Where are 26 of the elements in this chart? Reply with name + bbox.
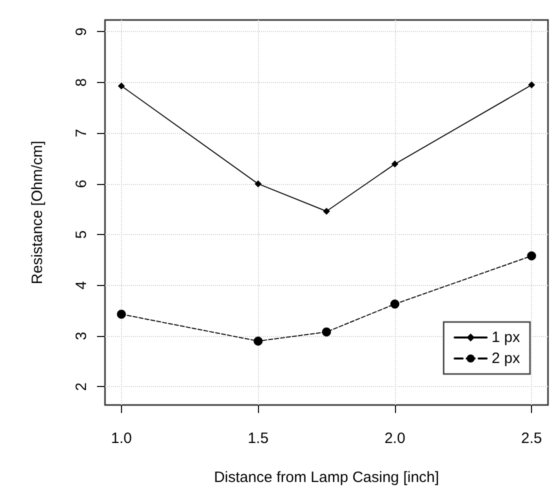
point [118, 82, 125, 90]
x-tick-label: 2.0 [384, 430, 406, 447]
point [323, 208, 330, 215]
y-tick-label: 5 [73, 230, 90, 239]
y-tick-label: 4 [73, 281, 90, 290]
y-tick-label: 9 [73, 27, 90, 36]
x-axis-title: Distance from Lamp Casing [inch] [214, 469, 440, 486]
y-tick-label: 2 [73, 382, 90, 391]
x-tick-label: 2.5 [521, 430, 542, 447]
point [254, 336, 263, 346]
x-tick-label: 1.5 [248, 430, 269, 447]
y-tick-label: 8 [73, 78, 90, 87]
point [116, 310, 126, 319]
point [390, 300, 400, 309]
y-tick-label: 3 [73, 332, 90, 340]
point [391, 160, 398, 168]
point [254, 180, 262, 188]
y-tick-label: 6 [73, 180, 90, 188]
point [528, 81, 536, 88]
legend-label: 2 px [492, 350, 520, 367]
x-tick-label: 1.0 [110, 430, 132, 447]
point [527, 251, 536, 260]
point [322, 327, 331, 336]
y-tick-label: 7 [73, 128, 90, 138]
y-axis-title: Resistance [Ohm/cm] [29, 140, 46, 284]
legend-label: 1 px [492, 329, 520, 346]
